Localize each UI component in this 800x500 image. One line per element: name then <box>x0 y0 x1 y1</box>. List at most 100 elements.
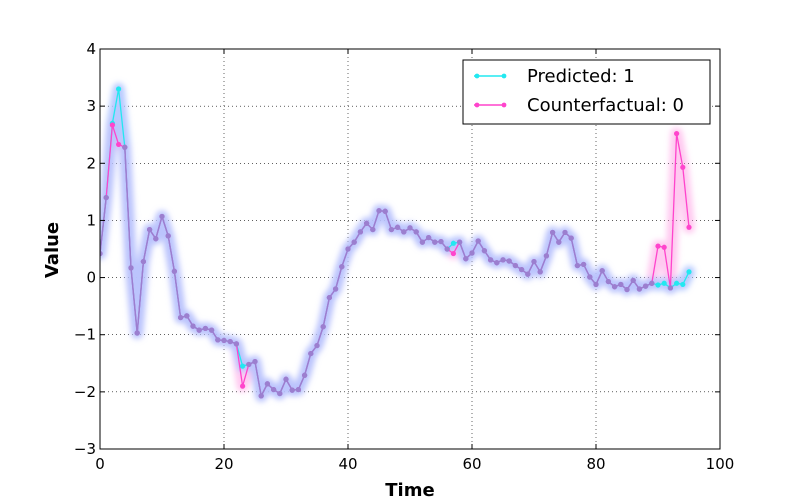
x-tick-label: 40 <box>338 455 357 473</box>
shared-point <box>562 229 568 236</box>
legend-swatch-marker-counterfactual <box>501 102 507 108</box>
counterfactual-point <box>655 243 661 249</box>
shared-point <box>581 261 587 268</box>
counterfactual-point <box>240 383 246 389</box>
shared-point <box>512 262 519 269</box>
shared-point <box>401 229 407 235</box>
predicted-point <box>655 282 661 288</box>
y-axis-label: Value <box>42 222 63 278</box>
legend: Predicted: 1 Counterfactual: 0 <box>462 59 711 125</box>
shared-point <box>103 194 109 201</box>
shared-segment <box>539 255 548 273</box>
shared-point <box>147 226 153 233</box>
shared-point <box>457 239 463 245</box>
shared-point <box>643 283 649 289</box>
shared-segment <box>384 211 393 230</box>
shared-point <box>277 390 283 397</box>
shared-point <box>506 258 512 264</box>
shared-point <box>624 286 630 293</box>
shared-point <box>339 264 345 270</box>
shared-point <box>550 229 556 236</box>
shared-point <box>481 248 487 254</box>
shared-point <box>100 250 103 257</box>
x-tick-label: 20 <box>214 455 233 473</box>
shared-point <box>568 235 574 241</box>
shared-point <box>246 361 252 368</box>
shared-segment <box>155 216 163 239</box>
shared-point <box>630 277 636 284</box>
shared-segment <box>303 353 312 376</box>
predicted-point <box>661 280 667 286</box>
shared-point <box>407 225 413 231</box>
shared-point <box>308 350 314 357</box>
shared-point <box>252 358 258 365</box>
y-tick-label: 2 <box>86 154 96 172</box>
y-tick-labels: −3 −2 −1 0 1 2 3 4 <box>74 40 96 458</box>
shared-point <box>258 393 264 399</box>
shared-point <box>165 233 171 239</box>
shared-segment <box>254 361 262 396</box>
shared-point <box>388 226 394 233</box>
shared-point <box>357 229 363 235</box>
shared-point <box>333 286 339 292</box>
axis-ticks <box>99 48 721 450</box>
shared-point <box>233 341 239 347</box>
shared-segment <box>100 197 107 254</box>
shared-point <box>556 239 562 245</box>
shared-point <box>326 294 332 301</box>
plot-frame <box>99 48 721 450</box>
shared-point <box>215 337 221 343</box>
shared-point <box>432 239 438 245</box>
shared-point <box>488 257 494 263</box>
shared-point <box>264 381 270 387</box>
x-tick-labels: 0 20 40 60 80 100 <box>95 455 734 473</box>
shared-point <box>593 281 599 288</box>
predicted-point <box>686 269 692 275</box>
shared-segment <box>124 147 132 268</box>
predicted-point <box>450 240 456 246</box>
shared-point <box>376 208 382 214</box>
counterfactual-point <box>109 122 115 128</box>
shared-point <box>295 386 301 393</box>
shared-point <box>351 239 357 245</box>
shared-point <box>345 246 351 252</box>
shared-point <box>438 238 444 245</box>
shared-point <box>494 260 500 266</box>
series-layer <box>100 86 692 399</box>
shared-point <box>283 376 289 382</box>
shared-point <box>221 337 227 344</box>
shared-segment <box>334 266 343 290</box>
shared-point <box>134 330 140 336</box>
shared-point <box>419 239 425 245</box>
shared-point <box>153 236 159 242</box>
legend-label-predicted: Predicted: 1 <box>527 66 635 87</box>
shared-segment <box>458 241 467 259</box>
y-tick-label: 4 <box>86 40 96 58</box>
shared-segment <box>545 232 554 257</box>
shared-segment <box>161 216 169 237</box>
x-axis-label: Time <box>385 480 434 500</box>
shared-point <box>500 257 506 263</box>
shared-point <box>122 144 128 150</box>
shared-point <box>426 234 432 241</box>
shared-point <box>302 372 308 378</box>
counterfactual-point <box>674 130 680 137</box>
shared-point <box>171 268 177 274</box>
shared-point <box>618 281 624 288</box>
legend-box <box>462 59 711 125</box>
predicted-point <box>116 86 122 92</box>
y-tick-label: −1 <box>74 326 96 344</box>
y-tick-label: −2 <box>74 383 96 401</box>
shared-segment <box>316 326 324 346</box>
shared-point <box>649 280 655 286</box>
shared-point <box>128 265 134 271</box>
shared-point <box>159 213 165 220</box>
shared-segment <box>130 267 138 334</box>
shared-point <box>525 271 531 277</box>
counterfactual-point <box>450 250 456 257</box>
counterfactual-point <box>661 244 667 250</box>
shared-segment <box>173 271 182 318</box>
shared-point <box>469 250 475 256</box>
shared-point <box>271 386 277 393</box>
shared-segment <box>167 235 176 272</box>
